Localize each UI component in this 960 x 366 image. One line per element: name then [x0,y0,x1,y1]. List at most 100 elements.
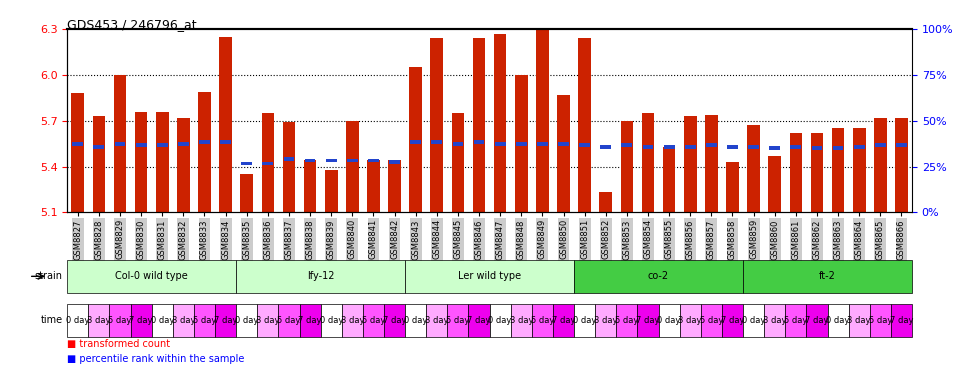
Text: 0 day: 0 day [658,316,681,325]
Text: 5 day: 5 day [277,316,300,325]
Bar [641,113,655,212]
Text: co-2: co-2 [648,271,669,281]
Bar [789,133,803,212]
Bar [93,145,105,149]
Text: 3 day: 3 day [341,316,364,325]
Bar [620,121,634,212]
Bar [769,146,780,150]
Text: 5 day: 5 day [615,316,638,325]
Bar [135,143,147,147]
Bar [240,174,253,212]
Bar [579,143,590,147]
Bar [156,143,168,147]
Bar [747,125,760,212]
Bar [896,143,907,147]
Bar [875,143,886,147]
Bar [325,158,337,163]
Text: 0 day: 0 day [742,316,765,325]
Bar [178,142,189,146]
Bar [72,142,84,146]
Bar [114,142,126,146]
Bar [642,145,654,149]
Text: 0 day: 0 day [404,316,427,325]
Text: ■ percentile rank within the sample: ■ percentile rank within the sample [67,354,245,364]
Bar [748,145,759,149]
Bar [113,75,127,212]
Text: 7 day: 7 day [214,316,237,325]
Bar [368,158,379,163]
Text: 3 day: 3 day [172,316,195,325]
Bar [156,112,169,212]
Bar [304,158,316,163]
Bar [831,128,845,212]
Bar [472,38,486,212]
Bar [705,115,718,212]
Text: strain: strain [35,271,62,281]
Text: 3 day: 3 day [87,316,110,325]
Text: 5 day: 5 day [193,316,216,325]
Bar [219,37,232,212]
Text: 3 day: 3 day [594,316,617,325]
Text: 0 day: 0 day [66,316,89,325]
Text: Col-0 wild type: Col-0 wild type [115,271,188,281]
Bar [199,140,210,144]
Bar [790,145,802,149]
Text: 5 day: 5 day [362,316,385,325]
Text: lfy-12: lfy-12 [307,271,334,281]
Bar [430,38,444,212]
Bar [600,145,612,149]
Text: 7 day: 7 day [130,316,153,325]
Bar [389,160,400,164]
Bar [451,113,465,212]
Bar [71,93,84,212]
Text: 5 day: 5 day [869,316,892,325]
Text: 5 day: 5 day [700,316,723,325]
Bar [706,143,717,147]
Bar [241,161,252,165]
Bar [599,193,612,212]
Bar [516,142,527,146]
Bar [262,161,274,165]
Text: GDS453 / 246796_at: GDS453 / 246796_at [67,18,197,31]
Text: 7 day: 7 day [552,316,575,325]
Text: 3 day: 3 day [510,316,533,325]
Bar [92,116,106,212]
Bar [832,146,844,150]
Bar [282,122,296,212]
Text: 7 day: 7 day [383,316,406,325]
Bar [810,133,824,212]
Text: 3 day: 3 day [848,316,871,325]
Bar [388,160,401,212]
Text: 3 day: 3 day [679,316,702,325]
Bar [134,112,148,212]
Bar [578,38,591,212]
Text: 7 day: 7 day [636,316,660,325]
Text: 5 day: 5 day [446,316,469,325]
Bar [621,143,633,147]
Bar [684,116,697,212]
Bar [261,113,275,212]
Text: 0 day: 0 day [827,316,850,325]
Text: 7 day: 7 day [890,316,913,325]
Bar [303,160,317,212]
Text: time: time [40,315,62,325]
Bar [537,142,548,146]
Bar [768,156,781,212]
Bar [283,157,295,161]
Bar [811,146,823,150]
Text: 7 day: 7 day [721,316,744,325]
Text: 0 day: 0 day [489,316,512,325]
Bar [662,147,676,212]
Bar [726,162,739,212]
Bar [324,170,338,212]
Text: ft-2: ft-2 [819,271,836,281]
Text: 0 day: 0 day [235,316,258,325]
Text: 3 day: 3 day [256,316,279,325]
Bar [874,118,887,212]
Bar [198,92,211,212]
Text: 0 day: 0 day [320,316,343,325]
Bar [347,158,358,163]
Bar [727,145,738,149]
Bar [515,75,528,212]
Bar [431,140,443,144]
